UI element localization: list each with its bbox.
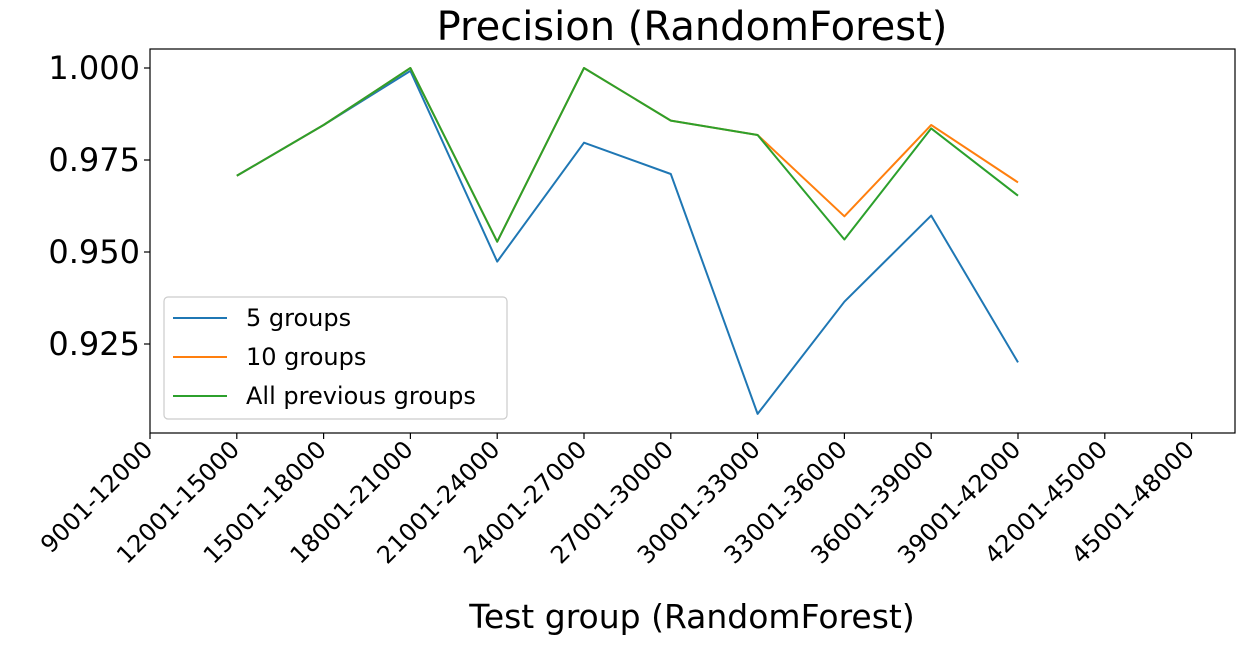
y-tick-label: 0.925 — [48, 325, 140, 363]
legend-box — [163, 296, 508, 420]
chart-title: Precision (RandomForest) — [437, 4, 948, 50]
legend-label: 10 groups — [246, 343, 366, 371]
legend-label: 5 groups — [246, 304, 351, 332]
y-tick-label: 0.975 — [48, 141, 140, 179]
y-tick-label: 1.000 — [48, 49, 140, 87]
x-axis: 9001-1200012001-1500015001-1800018001-21… — [35, 433, 1200, 569]
series-line-1 — [236, 69, 1019, 415]
plot-area — [149, 48, 1236, 434]
y-axis: 1.000 0.975 0.950 0.925 — [48, 49, 150, 363]
series-lines — [236, 67, 1019, 415]
series-line-3 — [236, 67, 1019, 243]
legend: 5 groups 10 groups All previous groups — [163, 296, 508, 420]
y-tick-label: 0.950 — [48, 233, 140, 271]
legend-label: All previous groups — [246, 382, 476, 410]
x-axis-label: Test group (RandomForest) — [468, 597, 914, 636]
